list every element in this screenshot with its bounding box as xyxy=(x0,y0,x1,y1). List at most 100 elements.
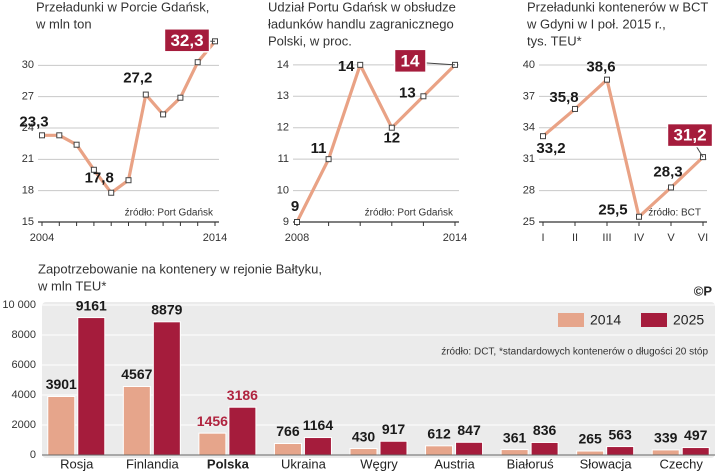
value-label: 32,3 xyxy=(170,31,203,50)
value-label: 25,5 xyxy=(598,202,627,219)
bar xyxy=(379,440,408,456)
chart-title: Zapotrzebowanie na kontenery w rejonie B… xyxy=(38,261,322,276)
y-tick-label: 8000 xyxy=(12,329,36,341)
value-label-box: 14 xyxy=(393,48,456,74)
point-marker xyxy=(194,59,201,66)
value-label: 265 xyxy=(578,431,602,447)
value-label: 38,6 xyxy=(586,59,615,76)
value-label: 766 xyxy=(276,423,300,439)
chart-title: ładunków handlu zagranicznego xyxy=(268,16,454,31)
x-tick-label: Węgry xyxy=(360,456,398,471)
point-marker xyxy=(572,105,578,112)
value-label: 339 xyxy=(654,430,678,446)
y-tick-label: 18 xyxy=(22,185,34,197)
point-marker xyxy=(56,132,63,139)
y-tick-label: 4000 xyxy=(12,389,36,401)
value-label: 8879 xyxy=(151,302,182,318)
value-label: 3901 xyxy=(46,376,77,392)
logo: ©P xyxy=(694,283,713,298)
legend-swatch xyxy=(558,313,584,327)
point-marker xyxy=(108,189,115,196)
point-marker xyxy=(420,93,427,100)
source: źródło: Port Gdańsk xyxy=(125,208,214,219)
value-label: 1456 xyxy=(197,413,228,429)
source: źródło: BCT xyxy=(648,208,701,219)
x-tick-label: 2008 xyxy=(285,232,309,244)
bar xyxy=(425,445,454,456)
point-marker xyxy=(636,213,642,220)
chart-title: Polski, w proc. xyxy=(268,33,352,48)
point-marker xyxy=(39,132,45,139)
bar xyxy=(349,448,378,456)
x-tick-label: III xyxy=(602,232,611,244)
chart-title: Przeładunki kontenerów w BCT xyxy=(527,0,708,14)
x-tick-label: Słowacja xyxy=(580,456,633,471)
legend-swatch xyxy=(641,313,667,327)
y-tick-label: 11 xyxy=(278,153,289,165)
chart-title: tys. TEU* xyxy=(527,33,582,48)
y-tick-label: 40 xyxy=(523,59,535,71)
value-label: 430 xyxy=(352,428,376,444)
bar xyxy=(530,441,559,456)
y-tick-label: 27 xyxy=(22,91,34,103)
point-marker xyxy=(125,177,132,184)
value-label-box: 32,3 xyxy=(163,28,215,53)
value-label: 836 xyxy=(533,422,557,438)
value-label: 11 xyxy=(311,140,327,157)
bar xyxy=(273,443,302,456)
bar xyxy=(77,317,106,456)
y-tick-label: 24 xyxy=(22,122,34,134)
bar xyxy=(455,441,484,456)
value-label: 917 xyxy=(382,421,406,437)
x-tick-label: VI xyxy=(698,232,708,244)
value-label: 847 xyxy=(457,422,481,438)
value-label: 17,8 xyxy=(85,170,114,187)
bar xyxy=(122,385,151,456)
chart-title: Przeładunki w Porcie Gdańsk, xyxy=(36,0,209,14)
y-tick-label: 14 xyxy=(277,59,289,71)
value-label: 4567 xyxy=(121,366,152,382)
value-label: 27,2 xyxy=(123,70,152,87)
point-marker xyxy=(668,184,674,191)
chart-title: w mln TEU* xyxy=(37,278,106,293)
legend-label: 2025 xyxy=(673,312,704,328)
x-tick-label: Ukraina xyxy=(281,456,327,471)
chart-title: w mln ton xyxy=(35,16,92,31)
point-marker xyxy=(604,76,610,83)
point-marker xyxy=(142,91,149,98)
x-tick-label: Polska xyxy=(207,456,250,471)
value-label: 9 xyxy=(291,198,299,215)
label-box xyxy=(393,48,427,74)
value-label: 13 xyxy=(399,84,416,101)
y-tick-label: 28 xyxy=(523,185,535,197)
value-label: 497 xyxy=(684,427,708,443)
y-tick-label: 6000 xyxy=(12,359,36,371)
y-tick-label: 25 xyxy=(523,216,535,228)
point-marker xyxy=(73,141,80,148)
x-tick-label: IV xyxy=(634,232,645,244)
y-tick-label: 34 xyxy=(523,122,535,134)
point-marker xyxy=(294,219,300,225)
x-tick-label: Finlandia xyxy=(126,456,180,471)
x-tick-label: I xyxy=(541,232,544,244)
x-tick-label: 2014 xyxy=(203,232,227,244)
line xyxy=(42,40,217,195)
bar xyxy=(303,437,332,456)
y-tick-label: 12 xyxy=(277,122,289,134)
y-tick-label: 30 xyxy=(22,59,34,71)
legend-label: 2014 xyxy=(590,312,621,328)
y-tick-label: 15 xyxy=(22,216,34,228)
value-label: 1164 xyxy=(303,417,334,433)
y-tick-label: 13 xyxy=(277,90,289,102)
bar xyxy=(681,447,710,456)
y-tick-label: 9 xyxy=(283,216,289,228)
y-tick-label: 21 xyxy=(22,153,34,165)
line xyxy=(295,63,457,223)
bar xyxy=(606,446,635,456)
y-tick-label: 37 xyxy=(523,90,535,102)
y-tick-label: 2000 xyxy=(12,419,36,431)
label-box xyxy=(163,28,211,53)
line xyxy=(541,78,705,219)
value-label-box: 31,2 xyxy=(666,122,714,158)
